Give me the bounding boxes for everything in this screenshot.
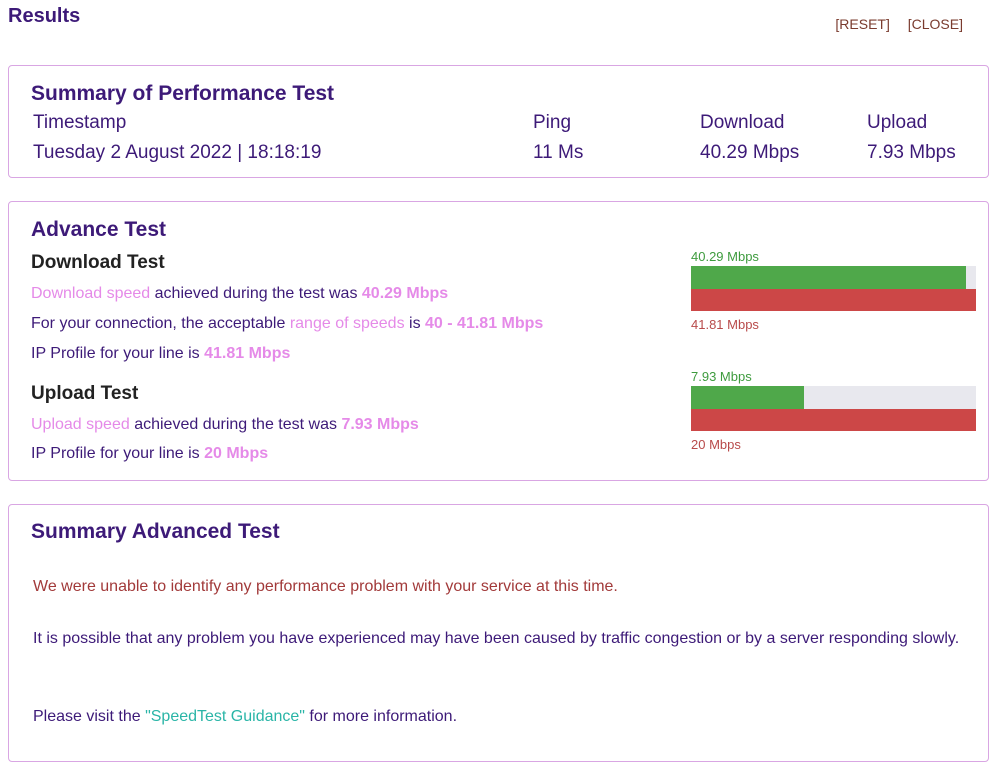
download-value: 40.29 Mbps xyxy=(700,142,800,163)
summary-panel: Summary of Performance Test Timestamp Pi… xyxy=(8,65,989,178)
upload-profile-value: 20 Mbps xyxy=(204,445,269,462)
upload-speed-value: 7.93 Mbps xyxy=(341,416,419,433)
speedtest-guidance-link[interactable]: "SpeedTest Guidance" xyxy=(145,708,305,725)
download-range-value: 40 - 41.81 Mbps xyxy=(425,315,544,332)
upload-speed-text: achieved during the test was xyxy=(129,416,342,433)
download-measured-track xyxy=(691,266,976,289)
upload-profile-bar xyxy=(691,409,976,431)
download-speed-link[interactable]: Download speed xyxy=(31,285,151,302)
download-measured-fill xyxy=(691,266,966,289)
advance-panel: Advance Test Download Test Download spee… xyxy=(8,201,989,481)
upload-value: 7.93 Mbps xyxy=(867,142,956,163)
upload-profile-label: 20 Mbps xyxy=(691,437,741,452)
upload-speed-link[interactable]: Upload speed xyxy=(31,416,130,433)
close-button[interactable]: [CLOSE] xyxy=(907,16,963,32)
no-problem-message: We were unable to identify any performan… xyxy=(33,578,618,595)
results-title: Results xyxy=(8,5,81,27)
upload-speed-bar: 7.93 Mbps 20 Mbps xyxy=(691,369,976,452)
timestamp-header: Timestamp xyxy=(33,112,127,133)
summary-advanced-title: Summary Advanced Test xyxy=(31,520,280,543)
download-profile-text: IP Profile for your line is xyxy=(31,345,205,362)
timestamp-value: Tuesday 2 August 2022 | 18:18:19 xyxy=(33,142,322,163)
guidance-suffix: for more information. xyxy=(304,708,458,725)
download-speed-line: Download speed achieved during the test … xyxy=(31,285,448,303)
download-speed-bar: 40.29 Mbps 41.81 Mbps xyxy=(691,249,976,332)
download-range-prefix: For your connection, the acceptable xyxy=(31,315,290,332)
upload-measured-label: 7.93 Mbps xyxy=(691,369,752,384)
download-range-line: For your connection, the acceptable rang… xyxy=(31,315,543,333)
upload-speed-line: Upload speed achieved during the test wa… xyxy=(31,416,419,434)
upload-profile-line: IP Profile for your line is 20 Mbps xyxy=(31,445,268,463)
upload-profile-text: IP Profile for your line is xyxy=(31,445,205,462)
download-profile-line: IP Profile for your line is 41.81 Mbps xyxy=(31,345,290,363)
summary-advanced-panel: Summary Advanced Test We were unable to … xyxy=(8,504,989,762)
congestion-message: It is possible that any problem you have… xyxy=(33,630,960,647)
download-profile-value: 41.81 Mbps xyxy=(204,345,291,362)
download-profile-label: 41.81 Mbps xyxy=(691,317,759,332)
reset-button[interactable]: [RESET] xyxy=(835,16,890,32)
download-test-title: Download Test xyxy=(31,252,165,273)
upload-header: Upload xyxy=(867,112,928,133)
upload-measured-track xyxy=(691,386,976,409)
download-speed-text: achieved during the test was xyxy=(150,285,362,302)
upload-test-title: Upload Test xyxy=(31,383,139,404)
download-header: Download xyxy=(700,112,785,133)
top-links: [RESET] [CLOSE] xyxy=(821,16,963,32)
download-profile-bar xyxy=(691,289,976,311)
range-of-speeds-link[interactable]: range of speeds xyxy=(289,315,405,332)
guidance-prefix: Please visit the xyxy=(33,708,146,725)
download-speed-value: 40.29 Mbps xyxy=(361,285,449,302)
download-range-text: is xyxy=(404,315,426,332)
upload-measured-fill xyxy=(691,386,804,409)
guidance-message: Please visit the "SpeedTest Guidance" fo… xyxy=(33,704,978,730)
advance-title: Advance Test xyxy=(31,218,166,241)
summary-title: Summary of Performance Test xyxy=(31,82,335,105)
ping-header: Ping xyxy=(533,112,572,133)
download-measured-label: 40.29 Mbps xyxy=(691,249,759,264)
ping-value: 11 Ms xyxy=(533,142,584,163)
